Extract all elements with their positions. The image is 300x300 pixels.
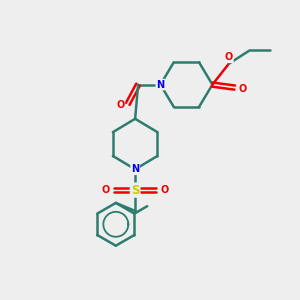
Text: N: N — [131, 164, 139, 174]
Text: O: O — [102, 185, 110, 195]
Text: O: O — [116, 100, 124, 110]
Text: O: O — [225, 52, 233, 62]
Text: S: S — [131, 184, 140, 196]
Text: O: O — [238, 84, 246, 94]
Text: O: O — [160, 185, 168, 195]
Text: N: N — [156, 80, 164, 90]
